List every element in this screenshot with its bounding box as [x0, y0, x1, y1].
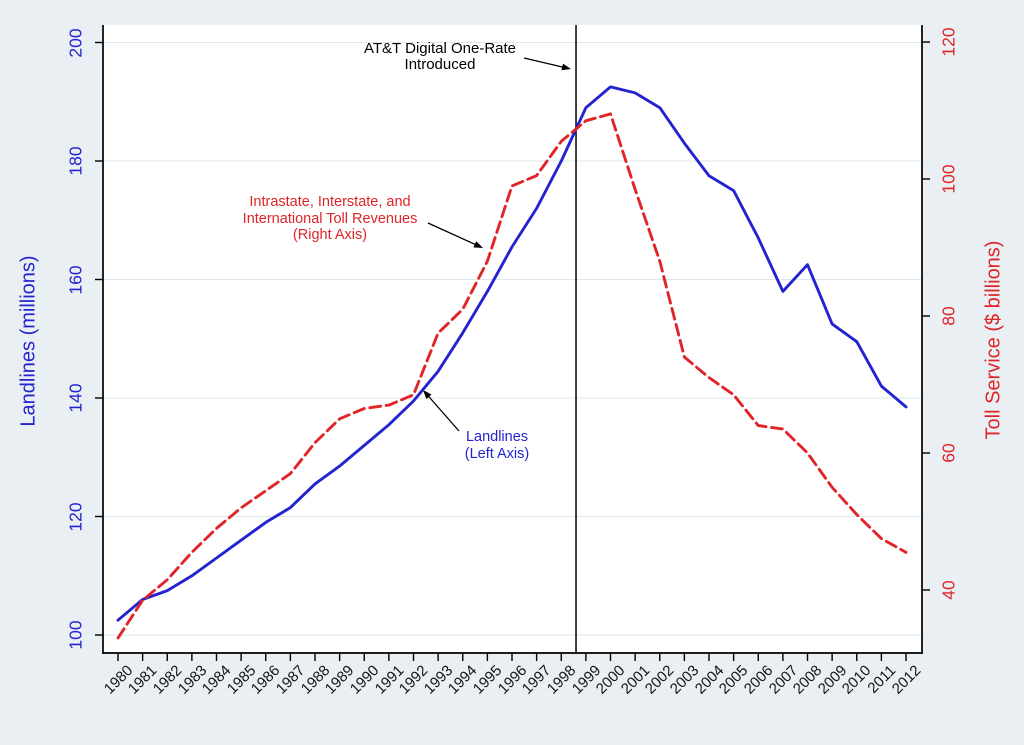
plot-area [103, 25, 922, 653]
annotation-arrowhead [423, 390, 432, 400]
y-left-tick-label: 120 [65, 501, 86, 532]
y-left-tick-label: 200 [65, 27, 86, 58]
y-left-tick-label: 160 [65, 264, 86, 295]
y-right-tick-label: 40 [938, 580, 959, 600]
toll-revenues-line [116, 112, 908, 640]
annotation-arrowhead [561, 63, 571, 71]
y-right-tick-label: 100 [938, 164, 959, 194]
annotation-arrow [427, 222, 479, 247]
y-right-tick-label: 60 [938, 443, 959, 463]
annotation-line: Landlines [465, 429, 529, 445]
annotation-line: International Toll Revenues [242, 210, 418, 227]
annotation-landlines: Landlines (Left Axis) [465, 429, 529, 462]
annotation-arrowhead [473, 241, 483, 248]
annotation-line: (Left Axis) [464, 445, 530, 462]
y-left-tick-label: 100 [65, 620, 86, 650]
annotation-line: Introduced [404, 56, 476, 73]
y-right-tick-label: 120 [938, 27, 959, 57]
annotation-att-digital-one-rate: AT&T Digital One-Rate Introduced [364, 41, 516, 73]
annotation-line: AT&T Digital One-Rate [364, 40, 516, 57]
y-right-axis-title: Toll Service ($ billions) [982, 240, 1005, 440]
y-left-tick-label: 180 [65, 146, 86, 176]
annotation-arrow [425, 393, 460, 432]
y-left-tick-label: 140 [65, 383, 86, 413]
annotation-toll-revenues: Intrastate, Interstate, and Internationa… [243, 194, 418, 244]
annotation-line: Intrastate, Interstate, and [249, 194, 411, 210]
y-right-tick-label: 80 [938, 306, 959, 326]
annotation-line: (Right Axis) [292, 227, 368, 243]
y-left-axis-title: Landlines (millions) [17, 255, 40, 427]
annotation-arrow [523, 57, 567, 69]
landlines-line [116, 85, 908, 622]
